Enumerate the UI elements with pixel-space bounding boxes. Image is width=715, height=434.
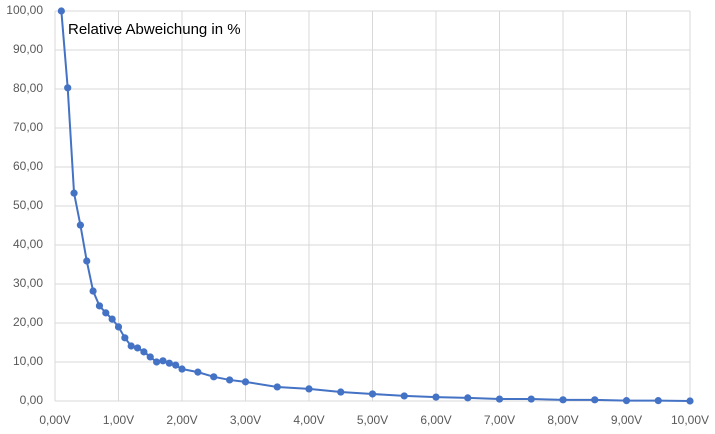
data-point [178, 365, 186, 373]
x-tick-label: 5,00V [357, 413, 388, 427]
y-tick-label: 40,00 [13, 237, 43, 251]
data-point [337, 388, 345, 396]
data-point [108, 315, 116, 323]
data-point [165, 359, 173, 367]
y-tick-label: 30,00 [13, 276, 43, 290]
data-point [654, 397, 662, 405]
data-point [241, 378, 250, 386]
data-point [368, 390, 377, 398]
y-tick-label: 10,00 [13, 354, 43, 368]
annotation: Relative Abweichung in % [68, 21, 241, 38]
y-tick-label: 90,00 [13, 42, 43, 56]
x-tick-label: 3,00V [230, 413, 261, 427]
data-point [273, 383, 281, 391]
data-point [64, 84, 72, 92]
y-tick-label: 20,00 [13, 315, 43, 329]
data-point [83, 257, 91, 265]
plot: 0,00 10,00 20,00 30,00 40,00 50,00 60,00 70,00 8… [6, 3, 709, 427]
data-point [226, 376, 234, 384]
data-point [102, 309, 110, 317]
x-tick-label: 7,00V [484, 413, 515, 427]
x-tick-label: 9,00V [611, 413, 642, 427]
x-tick-label: 6,00V [420, 413, 451, 427]
data-point [70, 189, 78, 197]
data-point [495, 395, 504, 403]
data-point [153, 358, 161, 366]
data-point [133, 344, 142, 352]
x-tick-label: 1,00V [103, 413, 134, 427]
data-point [57, 7, 65, 15]
data-point [159, 357, 167, 365]
data-point [121, 334, 129, 342]
data-point [464, 394, 472, 402]
data-point [622, 397, 631, 405]
data-point [432, 393, 440, 401]
data-point [146, 353, 154, 361]
data-point [194, 368, 202, 376]
data-point [686, 397, 694, 405]
data-point [140, 348, 148, 356]
x-tick-label: 10,00V [671, 413, 709, 427]
data-point [591, 396, 599, 404]
y-tick-label: 70,00 [13, 120, 43, 134]
data-point [114, 323, 123, 331]
y-tick-label: 0,00 [20, 393, 44, 407]
data-point [76, 221, 84, 229]
x-tick-label: 4,00V [293, 413, 324, 427]
data-point [172, 361, 180, 369]
x-tick-label: 0,00V [39, 413, 70, 427]
y-tick-label: 50,00 [13, 198, 43, 212]
data-point [89, 287, 97, 295]
data-point [527, 395, 535, 403]
data-point [305, 385, 313, 393]
x-tick-label: 8,00V [547, 413, 578, 427]
y-tick-label: 80,00 [13, 81, 43, 95]
data-point [127, 342, 135, 350]
data-point [400, 392, 408, 400]
y-tick-label: 60,00 [13, 159, 43, 173]
data-point [559, 396, 567, 404]
x-tick-label: 2,00V [166, 413, 197, 427]
data-point [95, 302, 104, 310]
y-tick-label: 100,00 [6, 3, 43, 17]
data-point [210, 373, 218, 381]
